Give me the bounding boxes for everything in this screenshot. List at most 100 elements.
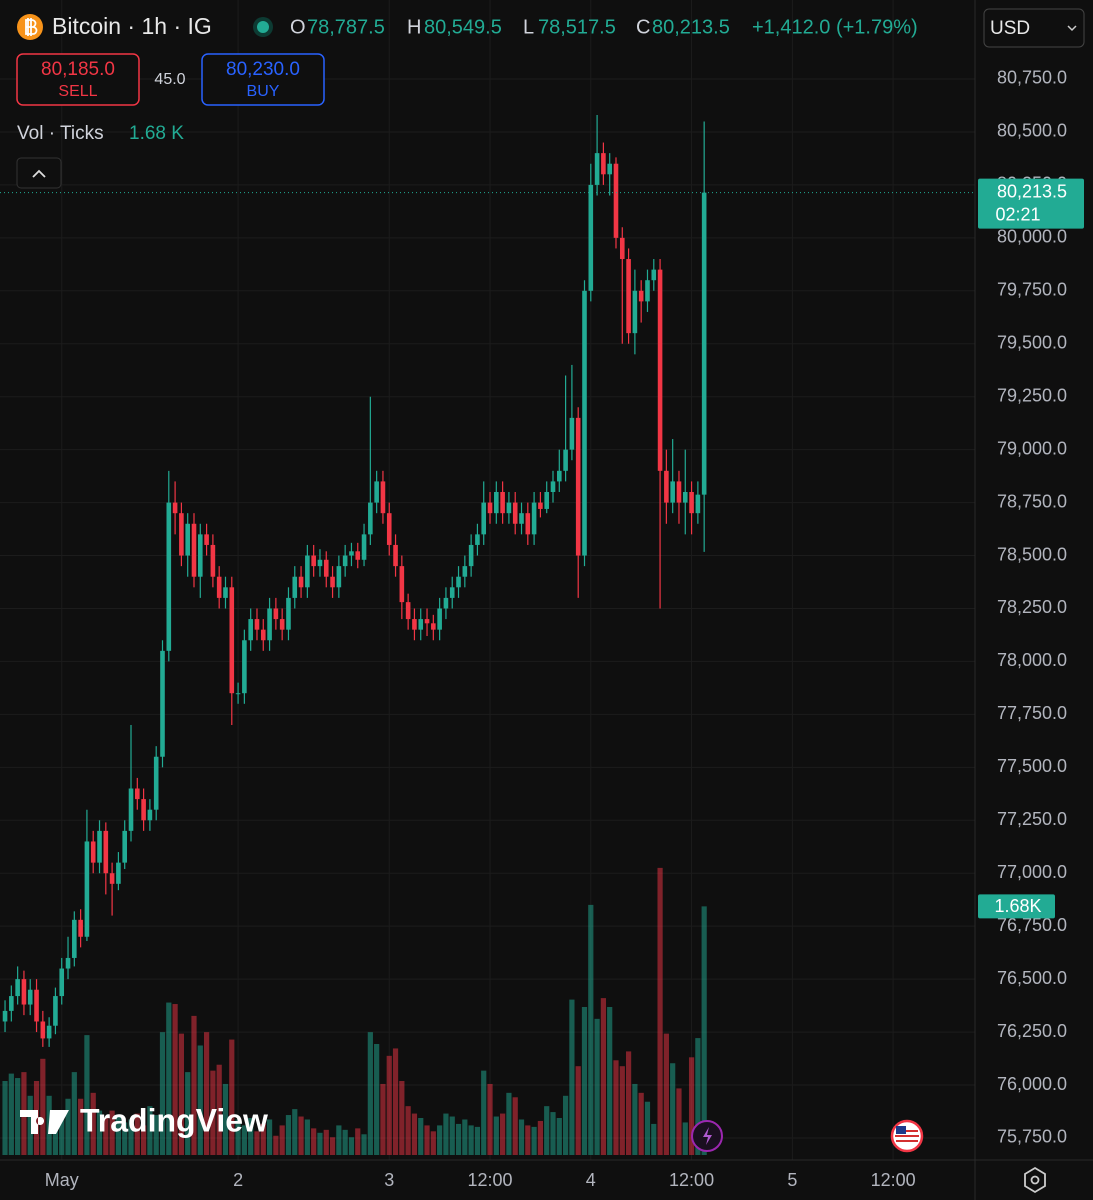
volume-bar <box>663 1033 669 1155</box>
volume-bar <box>153 1115 159 1155</box>
candle-body <box>216 576 222 598</box>
ohlc-key: H <box>407 16 421 38</box>
volume-bar <box>122 1122 128 1155</box>
volume-bar <box>607 1007 613 1155</box>
volume-bar <box>279 1125 285 1155</box>
collapse-button[interactable] <box>16 157 62 189</box>
flag-canton <box>896 1126 906 1134</box>
lightning <box>703 1127 712 1145</box>
volume-bar <box>59 1110 65 1155</box>
y-tick-label: 79,000.0 <box>997 438 1067 458</box>
volume-bar <box>544 1106 550 1155</box>
volume-bar <box>682 1122 688 1155</box>
volume-bar <box>437 1125 443 1155</box>
candle-body <box>418 619 424 630</box>
candle-body <box>380 481 386 514</box>
candle-body <box>494 491 499 514</box>
sell-label: SELL <box>58 83 97 100</box>
candle-body <box>311 555 316 567</box>
ohlc-value: 80,213.5 <box>652 16 730 38</box>
volume-bar <box>15 1078 21 1155</box>
y-tick-label: 79,750.0 <box>997 280 1067 300</box>
candle-body <box>235 693 241 695</box>
sell-button[interactable] <box>16 53 140 106</box>
candle-body <box>676 481 682 503</box>
candle-body <box>399 566 405 603</box>
candle-body <box>355 551 361 560</box>
settings-icon[interactable] <box>1024 1166 1046 1194</box>
candle-body <box>456 576 461 588</box>
buy-button[interactable] <box>201 53 325 106</box>
candle-body <box>97 830 102 863</box>
volume-bar <box>216 1064 222 1155</box>
volume-bar <box>178 1033 184 1155</box>
candle-body <box>116 862 121 884</box>
volume-bar <box>462 1119 468 1155</box>
candle-body <box>292 576 298 598</box>
candle-body <box>15 979 20 997</box>
volume-bar <box>185 1072 191 1155</box>
volume-bar <box>361 1134 367 1155</box>
candle-body <box>323 559 329 577</box>
volume-bar <box>266 1119 273 1155</box>
candle-body <box>172 502 178 514</box>
candle-body <box>500 491 505 514</box>
volume-bar <box>481 1070 487 1155</box>
candle-body <box>191 523 197 577</box>
chevron <box>1067 25 1077 32</box>
volume-bar <box>638 1092 644 1155</box>
candle-body <box>27 989 33 1005</box>
y-tick-label: 75,750.0 <box>997 1127 1067 1147</box>
candle-body <box>141 799 146 821</box>
spread: 45.0 <box>154 71 185 88</box>
candle-body <box>588 184 594 291</box>
candle-body <box>487 502 493 514</box>
indicator-name[interactable]: Vol · Ticks <box>17 123 104 144</box>
x-tick-label: May <box>45 1170 79 1190</box>
candle-body <box>286 597 291 630</box>
candle-body <box>626 259 631 334</box>
candle-body <box>349 551 354 556</box>
volume-bar <box>27 1095 33 1155</box>
x-tick-label: 12:00 <box>467 1170 512 1190</box>
volume-bar <box>172 1004 178 1155</box>
currency-select[interactable] <box>983 8 1085 48</box>
volume-bar <box>304 1119 310 1155</box>
candle-body <box>2 1010 8 1022</box>
volume-bar <box>298 1116 304 1155</box>
volume-bar <box>8 1073 14 1155</box>
volume-bar <box>411 1113 418 1155</box>
candle-body <box>135 788 140 800</box>
bitcoin-glyph <box>25 18 38 36</box>
volume-bar <box>374 1044 380 1155</box>
candle-body <box>449 587 455 598</box>
y-tick-label: 77,750.0 <box>997 703 1067 723</box>
volume-bar <box>644 1101 651 1155</box>
candle-body <box>607 163 612 175</box>
grid <box>0 0 975 1160</box>
volume-bar <box>71 1072 77 1155</box>
volume-bar <box>625 1051 632 1155</box>
x-tick-label: 12:00 <box>669 1170 714 1190</box>
volume-bar <box>550 1112 556 1155</box>
candle-body <box>405 602 411 620</box>
volume-bar <box>128 1119 134 1155</box>
volume-bar <box>569 999 575 1155</box>
y-tick-label: 76,250.0 <box>997 1021 1067 1041</box>
volume-bar <box>40 1058 46 1155</box>
candle-body <box>298 576 304 588</box>
volume-bar <box>487 1083 493 1155</box>
candle-body <box>443 597 449 609</box>
volume-bar <box>367 1032 373 1155</box>
y-tick-label: 76,000.0 <box>997 1074 1067 1094</box>
logo-mark <box>20 1110 69 1134</box>
candle-body <box>9 996 14 1011</box>
volume-bar <box>342 1129 348 1155</box>
volume-bar <box>191 1015 197 1155</box>
volume-bar <box>159 1032 166 1155</box>
candle-body <box>34 989 39 1022</box>
symbol-title[interactable]: Bitcoin · 1h · IG <box>52 13 212 39</box>
volume-bar <box>695 1038 701 1155</box>
volume-bar <box>235 1119 241 1155</box>
